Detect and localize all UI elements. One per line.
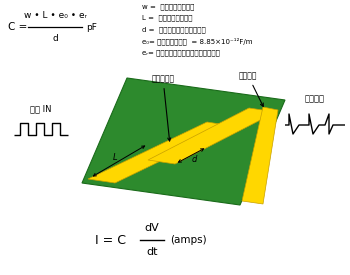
Text: 電路板走線: 電路板走線	[152, 74, 175, 141]
Text: (amps): (amps)	[170, 235, 206, 245]
Text: w • L • e₀ • eᵣ: w • L • e₀ • eᵣ	[23, 11, 86, 20]
Text: I = C: I = C	[95, 233, 126, 246]
Text: 耦合電流: 耦合電流	[305, 94, 325, 103]
Polygon shape	[82, 78, 285, 205]
Text: C =: C =	[8, 22, 27, 32]
Text: 防護走線: 防護走線	[239, 71, 263, 106]
Text: d: d	[191, 155, 197, 164]
Text: dV: dV	[145, 223, 159, 233]
Text: d =  兩個電路板走線間之距離: d = 兩個電路板走線間之距離	[142, 26, 206, 33]
Text: 電壓 IN: 電壓 IN	[30, 104, 52, 113]
Text: w =  電路板走線之寬度: w = 電路板走線之寬度	[142, 3, 194, 10]
Text: d: d	[52, 34, 58, 43]
Text: dt: dt	[146, 247, 158, 257]
Polygon shape	[148, 108, 276, 164]
Text: L: L	[113, 153, 117, 161]
Text: e₀= 空氣之介電常數  = 8.85×10⁻¹²F/m: e₀= 空氣之介電常數 = 8.85×10⁻¹²F/m	[142, 37, 252, 45]
Text: eᵣ= 相對於空氣之基貪外層之介電常數: eᵣ= 相對於空氣之基貪外層之介電常數	[142, 49, 220, 56]
Polygon shape	[88, 122, 233, 183]
Text: L =  電路板走線之長度: L = 電路板走線之長度	[142, 15, 193, 21]
Text: pF: pF	[86, 23, 97, 32]
Polygon shape	[242, 107, 278, 204]
